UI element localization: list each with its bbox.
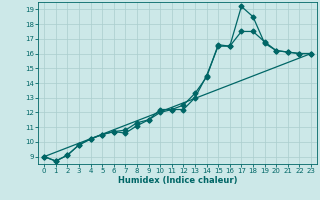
X-axis label: Humidex (Indice chaleur): Humidex (Indice chaleur)	[118, 176, 237, 185]
